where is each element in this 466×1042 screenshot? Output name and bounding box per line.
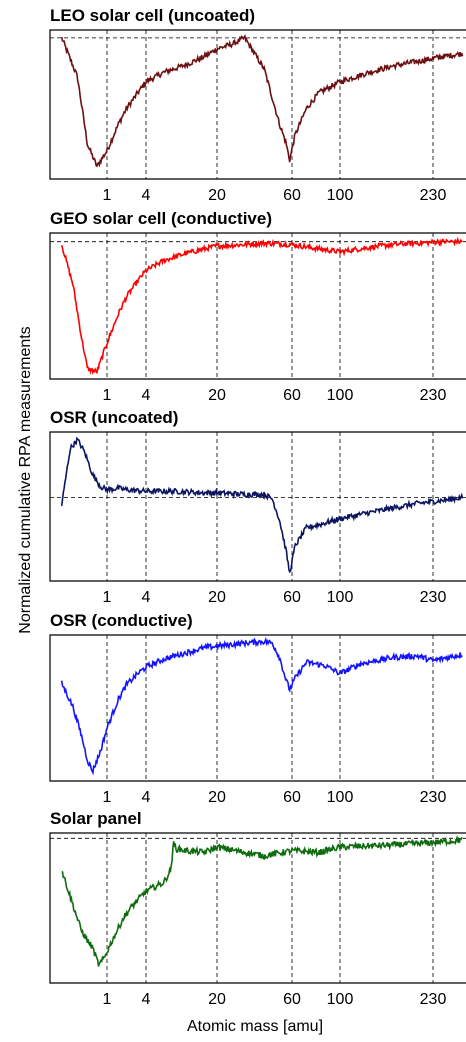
x-tick-label: 230: [420, 991, 447, 1008]
x-tick-label: 60: [283, 589, 301, 606]
x-axis-label: Atomic mass [amu]: [187, 1018, 323, 1035]
series-line: [60, 436, 464, 573]
y-axis-label: Normalized cumulative RPA measurements: [17, 326, 34, 633]
panel-5: Solar panel 1 4 20 60 100 230: [49, 809, 466, 1008]
axes-frame: [49, 832, 466, 984]
x-tick-label: 4: [142, 789, 151, 806]
x-tick-label: 60: [283, 387, 301, 404]
x-tick-label: 100: [327, 387, 354, 404]
panel-title: LEO solar cell (uncoated): [50, 6, 255, 25]
axes-frame: [49, 431, 466, 582]
x-tick-label: 100: [327, 187, 354, 204]
x-tick-label: 20: [208, 991, 226, 1008]
x-tick-label: 4: [142, 589, 151, 606]
series-line: [60, 636, 463, 776]
x-tick-label: 60: [283, 789, 301, 806]
x-tick-label: 100: [327, 991, 354, 1008]
x-tick-label: 1: [103, 589, 112, 606]
panel-1: LEO solar cell (uncoated) 1 4 20 60 100 230: [49, 6, 466, 204]
axes-frame: [49, 634, 466, 782]
x-tick-label: 230: [420, 187, 447, 204]
panel-title: GEO solar cell (conductive): [50, 209, 272, 228]
panel-title: OSR (conductive): [50, 611, 193, 630]
x-tick-label: 230: [420, 789, 447, 806]
x-tick-label: 20: [208, 187, 226, 204]
series-line: [60, 34, 464, 168]
x-tick-label: 100: [327, 589, 354, 606]
x-tick-label: 20: [208, 589, 226, 606]
x-tick-label: 20: [208, 789, 226, 806]
x-tick-label: 1: [103, 789, 112, 806]
x-tick-label: 60: [283, 991, 301, 1008]
series-line: [60, 236, 463, 376]
axes-frame: [49, 29, 466, 180]
axes-frame: [49, 232, 466, 380]
x-tick-label: 100: [327, 789, 354, 806]
panel-4: OSR (conductive) 1 4 20 60 100 230: [49, 611, 466, 806]
panel-title: OSR (uncoated): [50, 408, 178, 427]
x-tick-label: 20: [208, 387, 226, 404]
x-tick-label: 4: [142, 387, 151, 404]
series-line: [61, 835, 463, 967]
x-tick-label: 4: [142, 991, 151, 1008]
x-tick-label: 1: [103, 991, 112, 1008]
panel-title: Solar panel: [50, 809, 142, 828]
panel-3: OSR (uncoated) 1 4 20 60 100 230: [49, 408, 466, 606]
x-tick-label: 60: [283, 187, 301, 204]
x-tick-label: 1: [103, 187, 112, 204]
x-tick-label: 230: [420, 387, 447, 404]
x-tick-label: 230: [420, 589, 447, 606]
x-tick-label: 1: [103, 387, 112, 404]
panel-2: GEO solar cell (conductive) 1 4 20 60 100 230: [49, 209, 466, 404]
x-tick-label: 4: [142, 187, 151, 204]
